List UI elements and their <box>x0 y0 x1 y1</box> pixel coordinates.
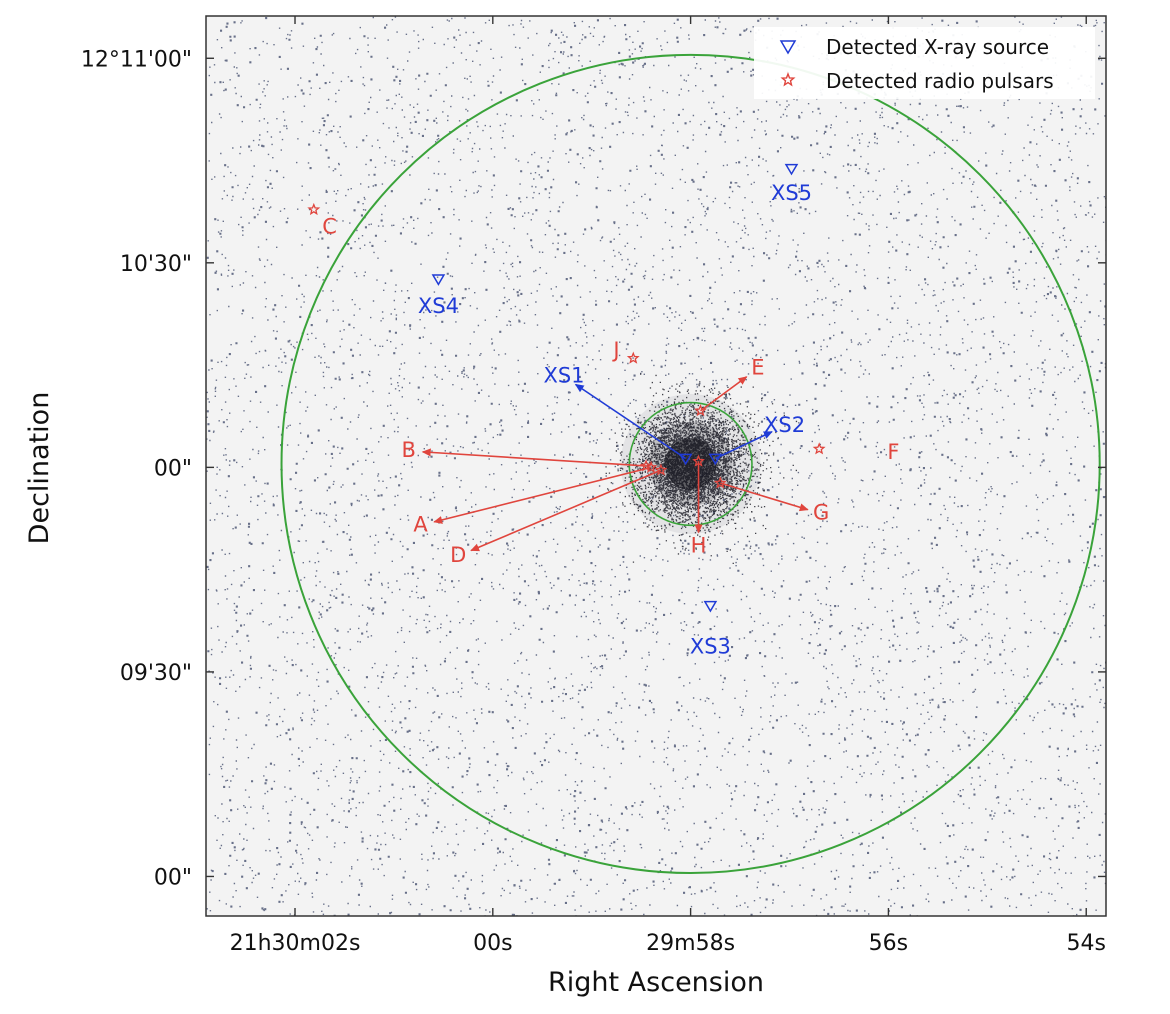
y-tick-label: 09'30" <box>120 661 192 686</box>
pulsar-marker-f <box>812 442 826 455</box>
arrow-d <box>470 469 662 552</box>
pulsar-label-h: H <box>691 533 707 557</box>
label-arrows <box>421 376 809 552</box>
legend-star-icon <box>780 72 796 87</box>
xray-label-xs4: XS4 <box>418 294 459 318</box>
arrow-a <box>433 466 652 524</box>
x-tick-labels: 21h30m02s 00s 29m58s 56s 54s <box>230 931 1106 956</box>
legend-triangle-icon <box>779 40 797 55</box>
plot-frame <box>205 15 1107 917</box>
pulsar-label-b: B <box>402 438 416 462</box>
x-axis-title: Right Ascension <box>548 967 764 998</box>
source-labels: XS1 XS2 XS3 XS4 XS5 A B C D E F G H J <box>322 181 899 658</box>
legend-box <box>754 27 1095 99</box>
xray-label-xs2: XS2 <box>764 413 805 437</box>
arrow-g <box>720 482 809 512</box>
arrow-e <box>700 376 748 412</box>
y-axis-title: Declination <box>24 392 55 545</box>
legend-xray-label: Detected X-ray source <box>826 35 1049 59</box>
x-tick-label: 54s <box>1066 931 1105 956</box>
pulsar-marker-h <box>692 454 705 467</box>
pulsar-marker-d <box>654 463 668 476</box>
y-tick-label: 00" <box>154 865 192 890</box>
pulsar-label-d: D <box>450 543 466 567</box>
pulsar-marker-a <box>644 460 658 473</box>
cluster-core-emission <box>592 373 798 564</box>
arrow-b <box>421 448 647 467</box>
pulsar-label-j: J <box>611 338 619 362</box>
source-markers <box>307 163 826 613</box>
pulsar-marker-b <box>639 459 653 472</box>
pulsar-label-a: A <box>413 512 428 536</box>
xray-marker-xs4 <box>431 274 446 286</box>
pulsar-marker-j <box>626 351 640 364</box>
y-tick-label: 00" <box>154 456 192 481</box>
y-tick-label: 10'30" <box>120 252 192 277</box>
x-tick-label: 21h30m02s <box>230 931 361 956</box>
x-tick-label: 56s <box>869 931 908 956</box>
xray-label-xs3: XS3 <box>690 634 731 658</box>
arrow-xs2 <box>714 431 773 460</box>
arrow-xs1 <box>574 383 687 460</box>
pulsar-marker-e <box>694 404 707 417</box>
y-tick-label: 12°11'00" <box>81 47 192 72</box>
xray-marker-xs3 <box>703 600 718 613</box>
half-light-radius-circle <box>280 53 1101 875</box>
y-tick-labels: 12°11'00" 10'30" 00" 09'30" 00" <box>81 47 192 890</box>
x-tick-label: 29m58s <box>646 931 735 956</box>
pulsar-label-f: F <box>887 440 899 464</box>
legend: Detected X-ray source Detected radio pul… <box>754 27 1095 99</box>
xray-marker-xs2 <box>708 453 723 466</box>
xray-marker-xs5 <box>784 163 799 176</box>
pulsar-label-g: G <box>813 501 829 525</box>
x-tick-label: 00s <box>473 931 512 956</box>
pulsar-marker-g <box>713 476 727 489</box>
axis-ticks <box>206 16 1106 916</box>
xray-label-xs5: XS5 <box>771 181 812 205</box>
xray-label-xs1: XS1 <box>543 364 584 388</box>
pulsar-marker-c <box>307 202 321 216</box>
core-radius-circle <box>628 401 753 527</box>
pulsar-label-e: E <box>751 356 764 380</box>
legend-pulsar-label: Detected radio pulsars <box>826 69 1054 93</box>
xray-marker-xs1 <box>678 453 693 466</box>
pulsar-label-c: C <box>322 214 337 238</box>
